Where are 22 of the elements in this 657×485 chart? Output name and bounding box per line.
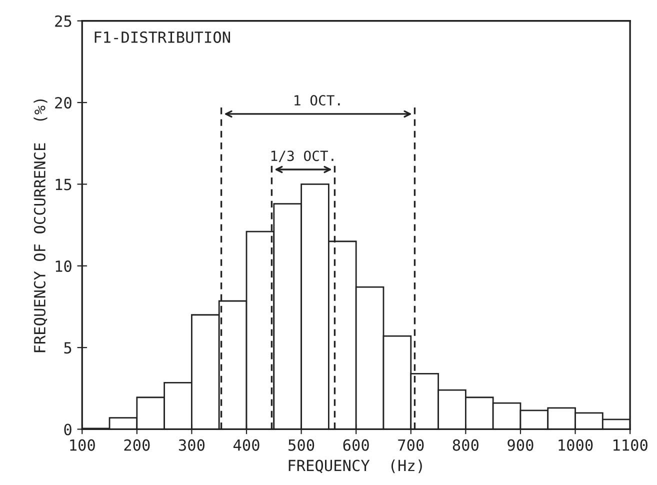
x-tick-label: 200	[124, 439, 150, 451]
y-tick-label: 15	[56, 178, 72, 190]
annotation: 1/3 OCT.	[271, 150, 334, 162]
x-tick-label: 100	[70, 439, 95, 451]
text: F1-DISTRIBUTION	[94, 31, 230, 43]
y-tick-label: 5	[64, 342, 72, 354]
x-tick-label: 300	[178, 439, 205, 451]
x-tick-label: 700	[398, 439, 424, 451]
y-tick-label: 10	[56, 260, 72, 272]
y-axis-title: FREQUENCY OF OCCURRENCE (%)	[34, 99, 48, 352]
x-tick-label: 500	[288, 439, 314, 451]
x-tick-label: 400	[233, 439, 260, 451]
y-tick-label: 0	[64, 424, 72, 436]
y-tick-label: 25	[55, 15, 72, 27]
x-axis-title: FREQUENCY (Hz)	[288, 459, 422, 474]
x-tick-label: 900	[508, 439, 534, 451]
x-tick-label: 1100	[614, 439, 648, 451]
x-tick-label: 1000	[558, 439, 593, 451]
y-tick-label: 20	[55, 97, 72, 109]
x-tick-label: 600	[343, 439, 369, 451]
x-tick-label: 800	[452, 439, 478, 451]
annotation: 1 OCT.	[294, 95, 340, 106]
